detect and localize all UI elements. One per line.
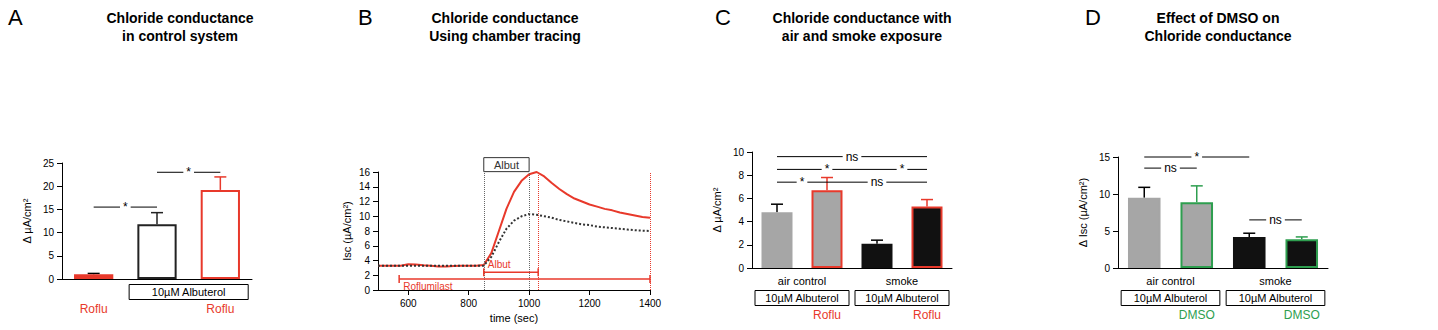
svg-text:8: 8 xyxy=(364,226,370,237)
svg-text:15: 15 xyxy=(1099,152,1111,163)
svg-text:20: 20 xyxy=(43,181,55,192)
svg-text:ns: ns xyxy=(1164,161,1177,175)
svg-text:12: 12 xyxy=(359,196,371,207)
svg-text:Chloride conductance with: Chloride conductance with xyxy=(773,10,952,26)
svg-text:Δ µA/cm²: Δ µA/cm² xyxy=(711,187,723,232)
svg-text:2: 2 xyxy=(364,270,370,281)
svg-text:1000: 1000 xyxy=(518,298,541,309)
svg-text:6: 6 xyxy=(364,240,370,251)
svg-text:smoke: smoke xyxy=(1259,275,1291,287)
svg-text:0: 0 xyxy=(364,285,370,296)
svg-text:ns: ns xyxy=(1269,213,1282,227)
svg-text:2: 2 xyxy=(738,239,744,250)
svg-text:C: C xyxy=(715,5,731,30)
svg-text:ns: ns xyxy=(871,175,884,189)
svg-text:10: 10 xyxy=(43,227,55,238)
svg-text:time (sec): time (sec) xyxy=(490,312,538,324)
svg-text:14: 14 xyxy=(359,181,371,192)
svg-text:*: * xyxy=(123,200,128,214)
svg-text:10µM Albuterol: 10µM Albuterol xyxy=(765,292,839,304)
svg-text:Δ µA/cm²: Δ µA/cm² xyxy=(21,198,33,243)
svg-text:air control: air control xyxy=(778,275,826,287)
svg-text:A: A xyxy=(8,5,23,30)
svg-text:0: 0 xyxy=(738,263,744,274)
svg-text:Roflu: Roflu xyxy=(813,308,841,322)
svg-text:5: 5 xyxy=(48,250,54,261)
svg-text:Chloride conductance: Chloride conductance xyxy=(106,10,253,26)
svg-text:25: 25 xyxy=(43,158,55,169)
svg-text:Chloride conductance: Chloride conductance xyxy=(431,10,578,26)
svg-text:Chloride conductance: Chloride conductance xyxy=(1144,28,1291,44)
svg-text:4: 4 xyxy=(364,255,370,266)
svg-text:*: * xyxy=(186,165,191,179)
svg-text:air control: air control xyxy=(1146,275,1194,287)
svg-text:Roflu: Roflu xyxy=(206,302,234,316)
svg-text:D: D xyxy=(1085,5,1101,30)
svg-text:4: 4 xyxy=(738,216,744,227)
svg-text:*: * xyxy=(900,162,905,176)
svg-text:10: 10 xyxy=(359,211,371,222)
svg-text:Roflu: Roflu xyxy=(913,308,941,322)
svg-text:0: 0 xyxy=(1104,263,1110,274)
svg-text:Δ Isc (µA/cm²): Δ Isc (µA/cm²) xyxy=(1077,178,1089,247)
svg-text:8: 8 xyxy=(738,170,744,181)
svg-text:*: * xyxy=(825,162,830,176)
svg-text:10: 10 xyxy=(1099,189,1111,200)
svg-text:Albut: Albut xyxy=(488,259,511,270)
svg-text:1400: 1400 xyxy=(639,298,662,309)
svg-text:Isc (µA/cm²): Isc (µA/cm²) xyxy=(341,201,353,261)
svg-text:10µM Albuterol: 10µM Albuterol xyxy=(152,286,226,298)
svg-text:10µM Albuterol: 10µM Albuterol xyxy=(1134,292,1208,304)
svg-text:15: 15 xyxy=(43,204,55,215)
svg-text:Roflumilast: Roflumilast xyxy=(403,281,453,292)
svg-text:Using chamber tracing: Using chamber tracing xyxy=(429,28,581,44)
svg-text:air and smoke exposure: air and smoke exposure xyxy=(782,28,943,44)
svg-text:10µM Albuterol: 10µM Albuterol xyxy=(865,292,939,304)
svg-text:DMSO: DMSO xyxy=(1179,308,1215,322)
svg-text:10: 10 xyxy=(733,147,745,158)
svg-text:5: 5 xyxy=(1104,226,1110,237)
svg-text:DMSO: DMSO xyxy=(1284,308,1320,322)
svg-text:10µM Albuterol: 10µM Albuterol xyxy=(1239,292,1313,304)
svg-text:ns: ns xyxy=(846,150,859,164)
svg-text:*: * xyxy=(1194,150,1199,164)
svg-text:in control system: in control system xyxy=(122,28,238,44)
svg-text:Effect of DMSO on: Effect of DMSO on xyxy=(1157,10,1280,26)
svg-text:6: 6 xyxy=(738,193,744,204)
svg-text:1200: 1200 xyxy=(578,298,601,309)
svg-text:800: 800 xyxy=(460,298,477,309)
svg-text:*: * xyxy=(800,175,805,189)
svg-text:16: 16 xyxy=(359,167,371,178)
svg-text:600: 600 xyxy=(400,298,417,309)
svg-text:B: B xyxy=(358,5,373,30)
svg-text:0: 0 xyxy=(48,274,54,285)
svg-text:Roflu: Roflu xyxy=(80,302,108,316)
svg-text:smoke: smoke xyxy=(886,275,918,287)
svg-text:Albut: Albut xyxy=(494,159,519,171)
